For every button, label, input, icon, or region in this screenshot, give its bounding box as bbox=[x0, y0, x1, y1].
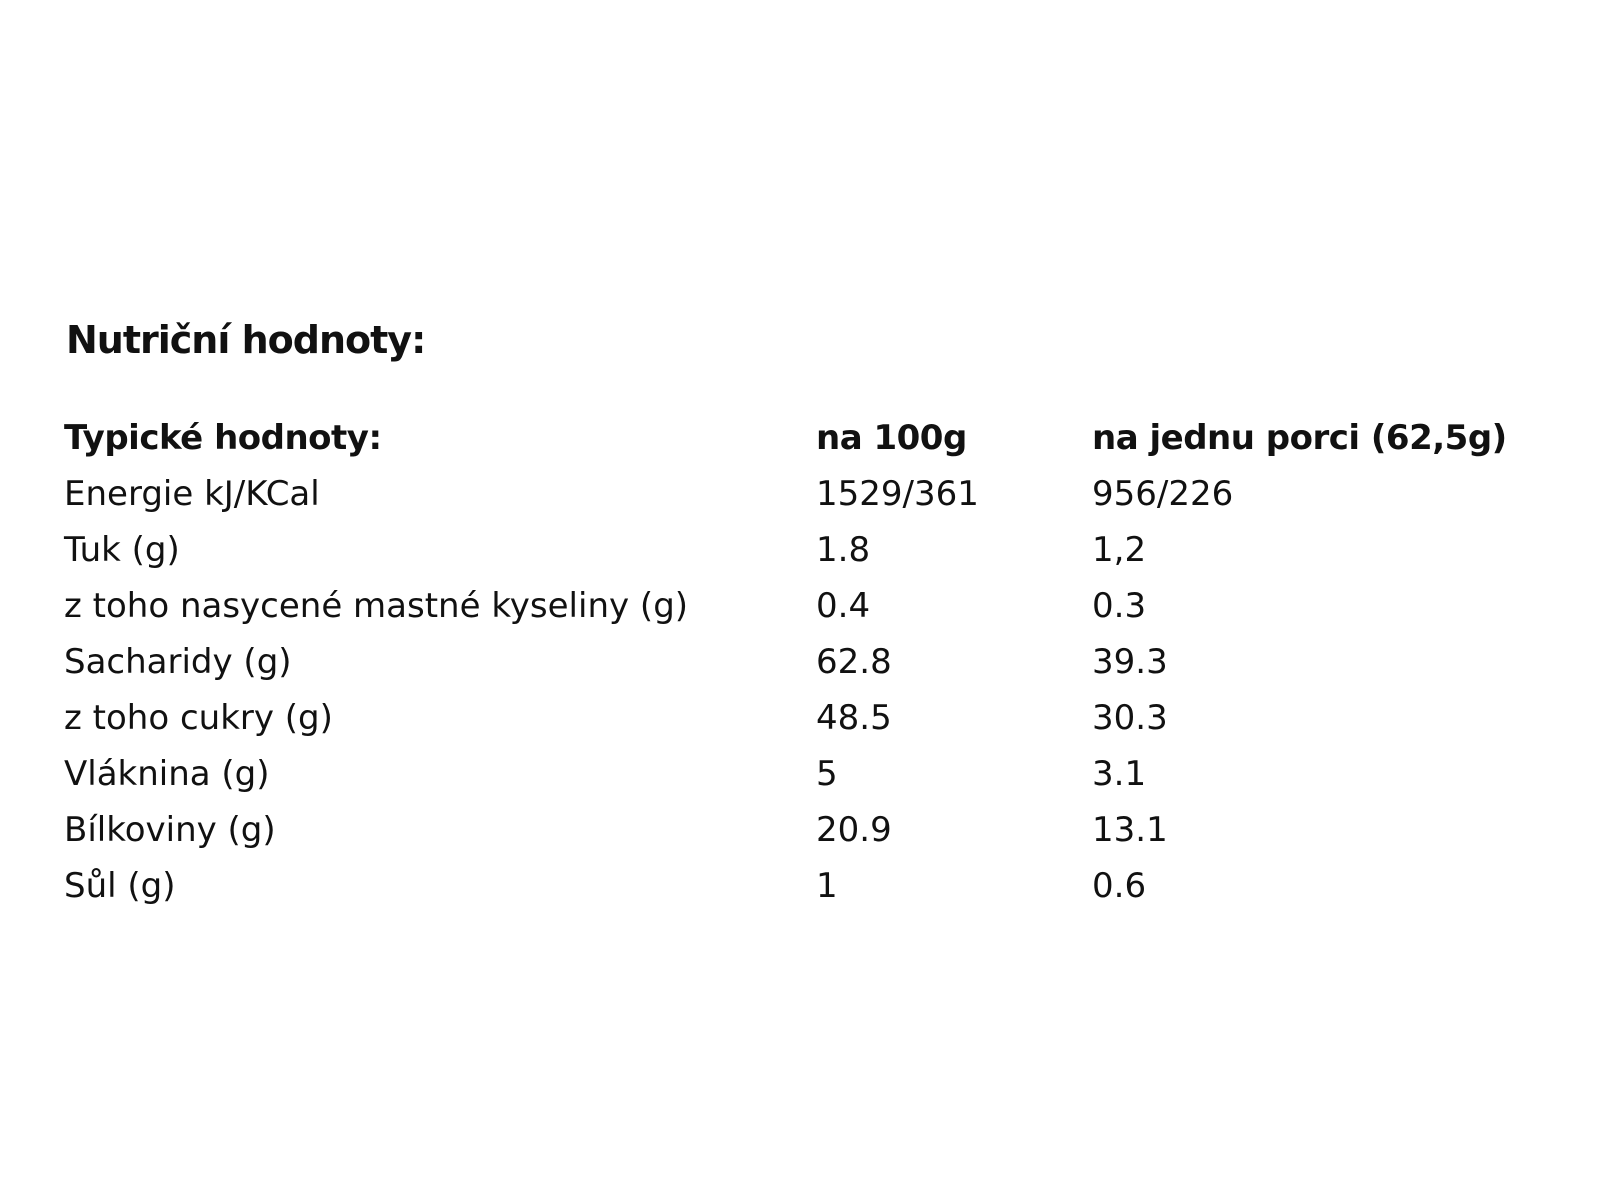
cell: 48.5 bbox=[816, 698, 892, 738]
cell: 0.6 bbox=[1092, 866, 1147, 906]
cell: 0.4 bbox=[816, 586, 871, 626]
row: Energie kJ/KCal 1529/361 956/226 bbox=[64, 466, 1507, 522]
cell: 1 bbox=[816, 866, 838, 906]
cell: 13.1 bbox=[1092, 810, 1168, 850]
cell: 1.8 bbox=[816, 530, 871, 570]
cell: Vláknina (g) bbox=[64, 754, 270, 794]
cell: 956/226 bbox=[1092, 474, 1234, 514]
cell: z toho cukry (g) bbox=[64, 698, 333, 738]
header-cell: na 100g bbox=[816, 418, 967, 458]
cell: 30.3 bbox=[1092, 698, 1168, 738]
cell: 1,2 bbox=[1092, 530, 1147, 570]
cell: Sůl (g) bbox=[64, 866, 176, 906]
cell: 1529/361 bbox=[816, 474, 979, 514]
row: z toho nasycené mastné kyseliny (g) 0.4 0.… bbox=[64, 578, 1507, 634]
cell: z toho nasycené mastné kyseliny (g) bbox=[64, 586, 689, 626]
header-cell: na jednu porci (62,5g) bbox=[1092, 418, 1507, 458]
cell: Sacharidy (g) bbox=[64, 642, 292, 682]
row: Sůl (g) 1 0.6 bbox=[64, 858, 1507, 914]
row: z toho cukry (g) 48.5 30.3 bbox=[64, 690, 1507, 746]
row: Vláknina (g) 5 3.1 bbox=[64, 746, 1507, 802]
cell: Bílkoviny (g) bbox=[64, 810, 276, 850]
title: Nutriční hodnoty: bbox=[66, 318, 426, 362]
cell: 62.8 bbox=[816, 642, 892, 682]
nutrition-table: Typické hodnoty: na 100g na jednu porci (6… bbox=[64, 410, 1507, 914]
cell: 39.3 bbox=[1092, 642, 1168, 682]
header-cell: Typické hodnoty: bbox=[64, 418, 382, 458]
row: Sacharidy (g) 62.8 39.3 bbox=[64, 634, 1507, 690]
cell: 5 bbox=[816, 754, 838, 794]
cell: 20.9 bbox=[816, 810, 892, 850]
cell: Energie kJ/KCal bbox=[64, 474, 320, 514]
row: Bílkoviny (g) 20.9 13.1 bbox=[64, 802, 1507, 858]
header-row: Typické hodnoty: na 100g na jednu porci (6… bbox=[64, 410, 1507, 466]
cell: 3.1 bbox=[1092, 754, 1147, 794]
cell: 0.3 bbox=[1092, 586, 1147, 626]
cell: Tuk (g) bbox=[64, 530, 180, 570]
row: Tuk (g) 1.8 1,2 bbox=[64, 522, 1507, 578]
